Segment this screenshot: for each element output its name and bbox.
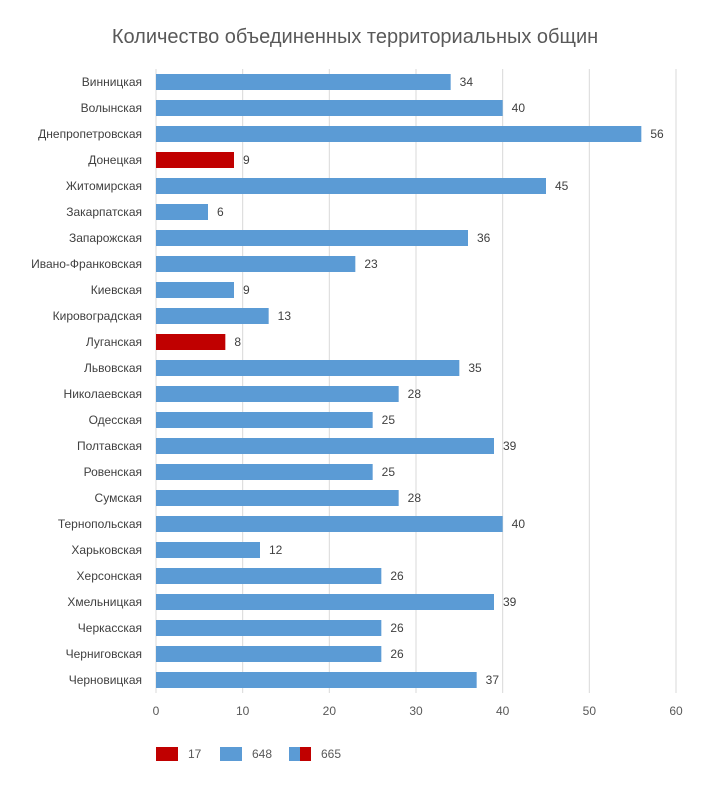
category-label: Киевская xyxy=(91,283,142,297)
bar xyxy=(156,412,373,428)
legend-label: 665 xyxy=(321,747,341,761)
bar xyxy=(156,490,399,506)
bar xyxy=(156,464,373,480)
bar xyxy=(156,126,642,142)
legend: 17 648 665 xyxy=(156,747,341,761)
bar xyxy=(156,282,234,298)
data-label: 6 xyxy=(217,205,224,219)
legend-swatch-red xyxy=(300,747,311,761)
category-label: Львовская xyxy=(84,361,142,375)
data-label: 45 xyxy=(555,179,569,193)
bar xyxy=(156,204,208,220)
data-label: 26 xyxy=(390,569,404,583)
category-label: Ивано-Франковская xyxy=(31,257,142,271)
x-tick-label: 30 xyxy=(409,704,423,718)
bar xyxy=(156,516,503,532)
data-label: 36 xyxy=(477,231,491,245)
x-tick-label: 40 xyxy=(496,704,510,718)
category-label: Запарожская xyxy=(69,231,142,245)
category-label: Хмельницкая xyxy=(67,595,142,609)
x-tick-label: 0 xyxy=(153,704,160,718)
data-label: 28 xyxy=(408,387,422,401)
category-label: Кировоградская xyxy=(53,309,142,323)
category-label: Харьковская xyxy=(71,543,142,557)
bar xyxy=(156,568,382,584)
data-label: 35 xyxy=(468,361,482,375)
bar xyxy=(156,360,460,376)
data-label: 40 xyxy=(512,101,526,115)
category-label: Днепропетровская xyxy=(38,127,142,141)
legend-swatch-blue xyxy=(289,747,300,761)
data-label: 23 xyxy=(364,257,378,271)
legend-item: 648 xyxy=(220,747,272,761)
category-label: Одесская xyxy=(89,413,142,427)
data-label: 12 xyxy=(269,543,283,557)
legend-swatch xyxy=(220,747,242,761)
bar xyxy=(156,646,382,662)
bar xyxy=(156,308,269,324)
chart-title: Количество объединенных территориальных … xyxy=(112,26,598,48)
bar xyxy=(156,594,494,610)
category-label: Херсонская xyxy=(77,569,142,583)
bar xyxy=(156,152,234,168)
data-label: 37 xyxy=(486,673,500,687)
category-label: Донецкая xyxy=(88,153,142,167)
data-labels: 34 40 56 9 45 6 36 23 9 13 8 35 28 25 39 25 28 40 12 26 39 26… xyxy=(217,75,664,687)
data-label: 25 xyxy=(382,413,396,427)
x-axis-tick-labels: 0 10 20 30 40 50 60 xyxy=(153,704,683,718)
category-label: Житомирская xyxy=(66,179,142,193)
category-label: Черновицкая xyxy=(69,673,142,687)
category-label: Тернопольская xyxy=(58,517,142,531)
data-label: 25 xyxy=(382,465,396,479)
data-label: 9 xyxy=(243,153,250,167)
bar xyxy=(156,334,226,350)
x-tick-label: 60 xyxy=(669,704,683,718)
x-tick-label: 50 xyxy=(583,704,597,718)
bar xyxy=(156,256,356,272)
data-label: 26 xyxy=(390,621,404,635)
data-label: 9 xyxy=(243,283,250,297)
data-label: 34 xyxy=(460,75,474,89)
data-label: 8 xyxy=(234,335,241,349)
bar xyxy=(156,542,260,558)
category-label: Черниговская xyxy=(66,647,142,661)
category-label: Полтавская xyxy=(77,439,142,453)
category-label: Луганская xyxy=(86,335,142,349)
x-tick-label: 10 xyxy=(236,704,250,718)
bar xyxy=(156,438,494,454)
bar xyxy=(156,178,546,194)
data-label: 39 xyxy=(503,595,517,609)
bar xyxy=(156,100,503,116)
bar xyxy=(156,74,451,90)
bar xyxy=(156,620,382,636)
data-label: 26 xyxy=(390,647,404,661)
gridlines xyxy=(155,69,677,693)
legend-label: 648 xyxy=(252,747,272,761)
category-labels: Винницкая Волынская Днепропетровская Донецк… xyxy=(31,75,142,687)
legend-swatch xyxy=(156,747,178,761)
bars xyxy=(156,74,642,688)
bar xyxy=(156,386,399,402)
category-label: Закарпатская xyxy=(66,205,142,219)
data-label: 13 xyxy=(278,309,292,323)
data-label: 40 xyxy=(512,517,526,531)
bar xyxy=(156,230,468,246)
category-label: Винницкая xyxy=(82,75,142,89)
category-label: Ровенская xyxy=(84,465,142,479)
data-label: 39 xyxy=(503,439,517,453)
category-label: Николаевская xyxy=(64,387,142,401)
category-label: Черкасская xyxy=(78,621,142,635)
x-tick-label: 20 xyxy=(323,704,337,718)
data-label: 28 xyxy=(408,491,422,505)
data-label: 56 xyxy=(650,127,664,141)
legend-item: 665 xyxy=(289,747,341,761)
legend-item: 17 xyxy=(156,747,202,761)
category-label: Сумская xyxy=(95,491,142,505)
bar xyxy=(156,672,477,688)
category-label: Волынская xyxy=(81,101,142,115)
legend-label: 17 xyxy=(188,747,202,761)
